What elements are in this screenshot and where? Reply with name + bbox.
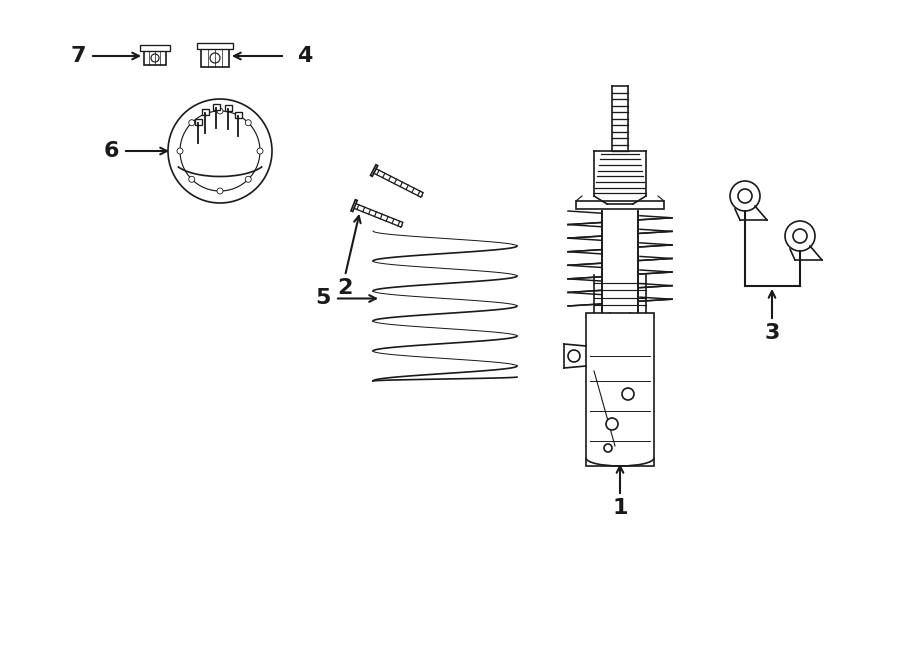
FancyBboxPatch shape	[225, 105, 232, 112]
FancyBboxPatch shape	[195, 119, 203, 125]
Circle shape	[257, 148, 263, 154]
Circle shape	[192, 123, 248, 179]
FancyBboxPatch shape	[586, 313, 654, 466]
Circle shape	[189, 120, 194, 126]
Circle shape	[151, 54, 159, 62]
FancyBboxPatch shape	[213, 104, 220, 110]
Circle shape	[180, 111, 260, 191]
Circle shape	[568, 350, 580, 362]
Circle shape	[793, 229, 807, 243]
Circle shape	[246, 120, 251, 126]
Text: 4: 4	[297, 46, 312, 66]
Circle shape	[189, 176, 194, 182]
Circle shape	[210, 53, 220, 63]
Polygon shape	[371, 165, 378, 176]
Text: 7: 7	[70, 46, 86, 66]
Circle shape	[622, 388, 634, 400]
Circle shape	[785, 221, 815, 251]
Text: 2: 2	[338, 278, 353, 298]
Circle shape	[738, 189, 752, 203]
FancyBboxPatch shape	[197, 43, 233, 49]
FancyBboxPatch shape	[576, 201, 664, 209]
Circle shape	[217, 108, 223, 114]
Text: 1: 1	[612, 498, 628, 518]
FancyBboxPatch shape	[140, 45, 170, 51]
Text: 6: 6	[104, 141, 119, 161]
Circle shape	[177, 148, 183, 154]
FancyBboxPatch shape	[235, 112, 241, 118]
Polygon shape	[351, 200, 357, 212]
Text: 3: 3	[764, 323, 779, 343]
FancyBboxPatch shape	[201, 45, 229, 67]
FancyBboxPatch shape	[144, 47, 166, 65]
Circle shape	[217, 188, 223, 194]
Circle shape	[604, 444, 612, 452]
Circle shape	[168, 99, 272, 203]
Circle shape	[246, 176, 251, 182]
FancyBboxPatch shape	[202, 109, 209, 116]
Text: 5: 5	[315, 288, 330, 309]
Circle shape	[730, 181, 760, 211]
Circle shape	[606, 418, 618, 430]
